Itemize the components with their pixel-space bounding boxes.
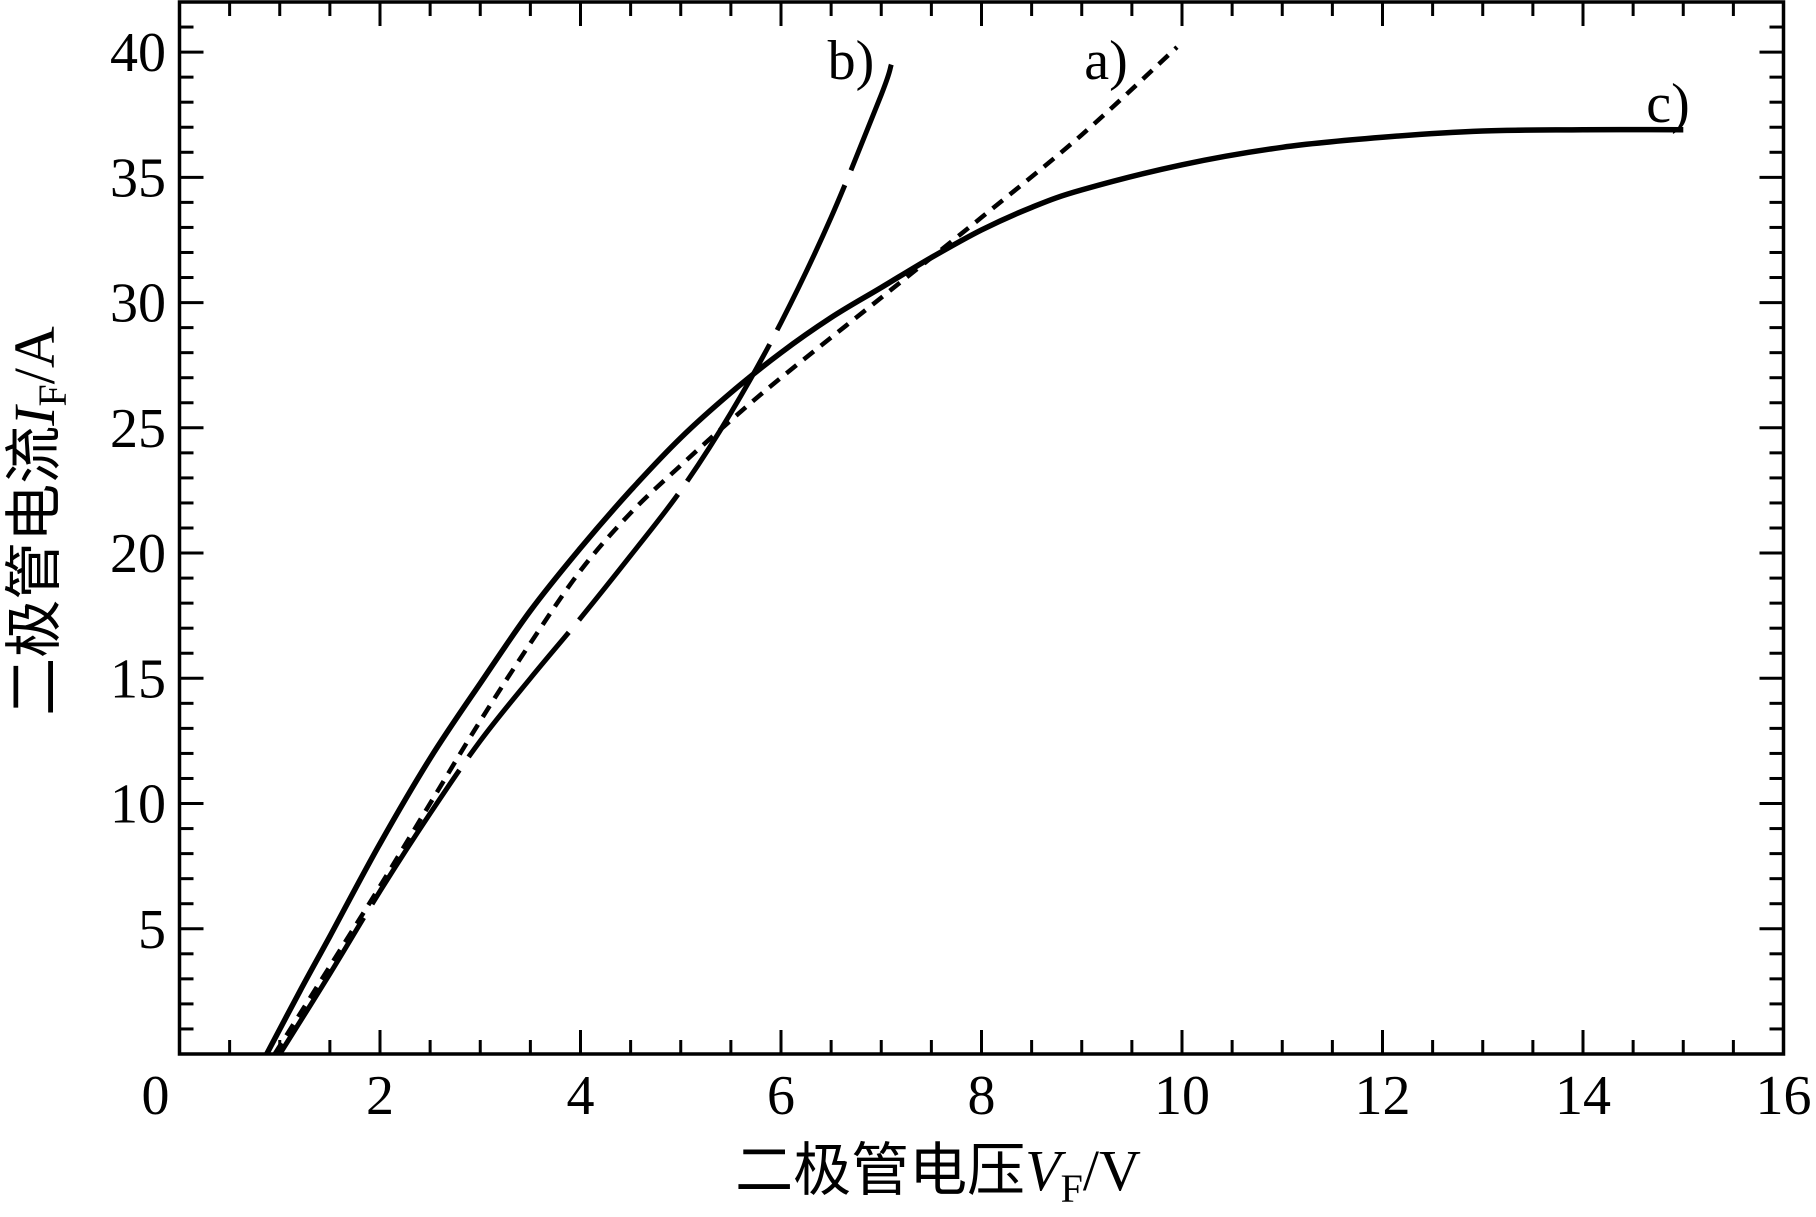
x-tick-label: 12 (1355, 1065, 1411, 1127)
y-tick-label: 35 (110, 147, 166, 209)
series-lines (264, 45, 1684, 1056)
x-tick-label: 6 (767, 1065, 795, 1127)
x-tick-labels: 0 2 4 6 8 10 12 14 16 (142, 1065, 1812, 1127)
y-tick-label: 25 (110, 398, 166, 460)
y-axis-title-symbol: I (2, 404, 67, 427)
x-tick-label: 4 (567, 1065, 595, 1127)
x-tick-label: 10 (1154, 1065, 1210, 1127)
series-line-2 (264, 126, 1684, 1056)
x-axis-title-symbol: V (1025, 1138, 1067, 1203)
series-labels: a) b) c) (828, 30, 1690, 135)
y-axis-title-text: 二极管电流 (2, 426, 67, 716)
x-tick-label: 0 (142, 1065, 170, 1127)
y-axis-title-subscript: F (30, 384, 75, 406)
y-tick-label: 15 (110, 648, 166, 710)
y-tick-label: 20 (110, 523, 166, 585)
x-tick-label: 16 (1756, 1065, 1812, 1127)
y-tick-label: 30 (110, 273, 166, 335)
x-tick-label: 14 (1555, 1065, 1611, 1127)
tick-marks (179, 2, 1784, 1054)
x-axis-title-unit: /V (1083, 1138, 1141, 1203)
x-tick-label: 8 (968, 1065, 996, 1127)
y-axis-title-unit: /A (2, 326, 67, 384)
y-tick-labels: 5 10 15 20 25 30 35 40 (110, 22, 166, 961)
x-axis-title-text: 二极管电压 (735, 1138, 1025, 1203)
y-axis-title: 二极管电流IF/A (2, 326, 75, 716)
plot-frame (177, 0, 1786, 1056)
x-tick-label: 2 (366, 1065, 394, 1127)
y-tick-label: 40 (110, 22, 166, 84)
series-line-0 (272, 45, 1179, 1056)
series-label-2: c) (1646, 73, 1690, 135)
y-tick-label: 10 (110, 774, 166, 836)
series-label-0: a) (1084, 30, 1128, 92)
y-tick-label: 5 (138, 899, 166, 961)
series-line-1 (277, 63, 894, 1056)
x-axis-title-subscript: F (1061, 1166, 1083, 1211)
x-axis-title: 二极管电压VF/V (735, 1138, 1141, 1211)
series-label-1: b) (828, 30, 875, 92)
